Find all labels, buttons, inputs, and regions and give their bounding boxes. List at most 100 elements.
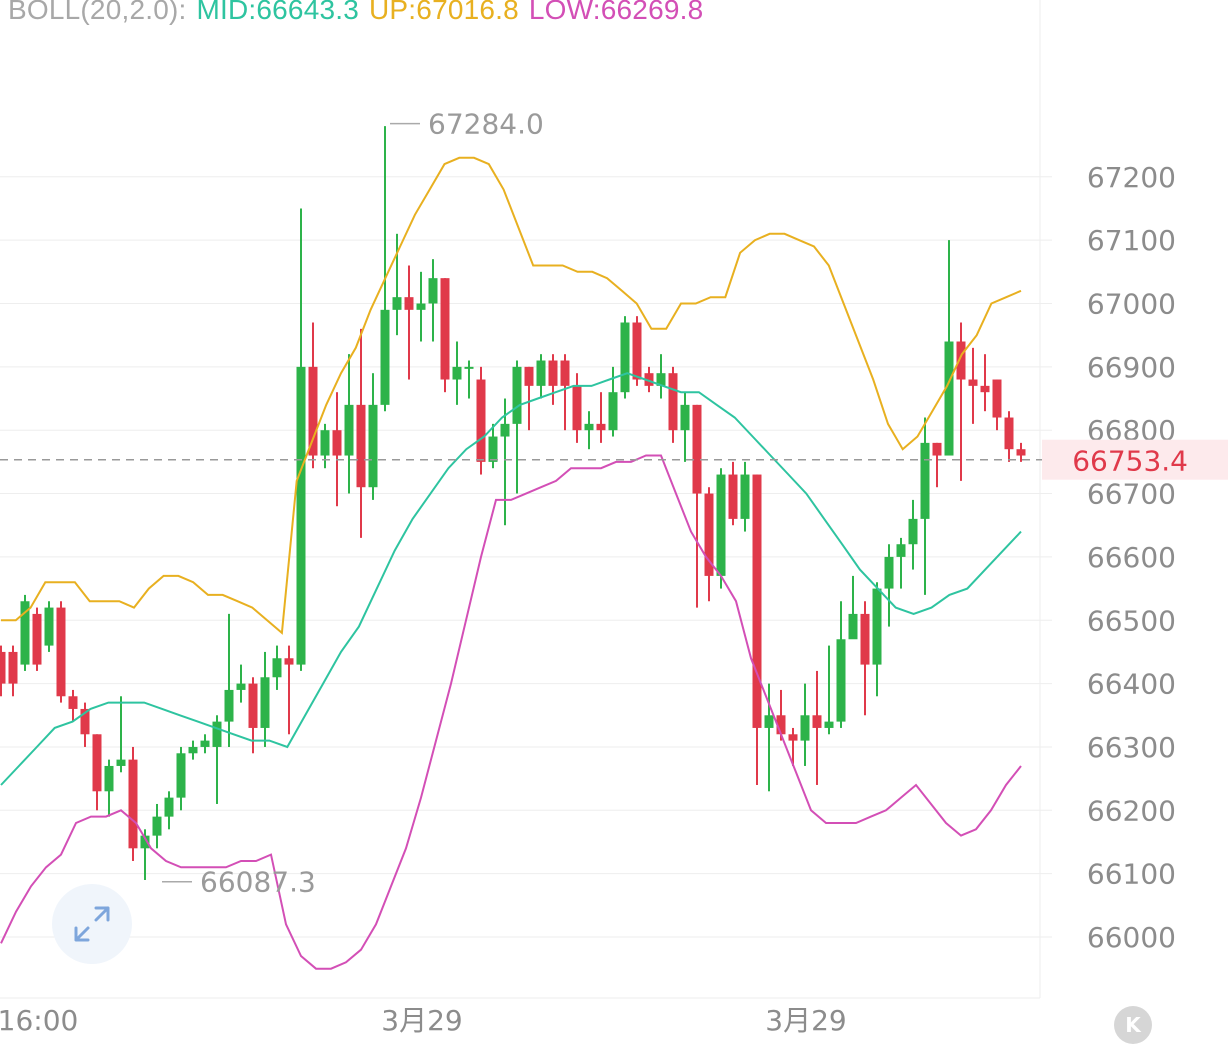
candle [632,316,642,386]
candle [464,360,474,399]
candle [0,645,6,697]
candle-body [560,360,570,386]
candle-body [332,430,342,456]
candle-body [272,658,282,678]
candle-body [236,683,246,690]
candle-body [920,442,930,519]
candle [488,423,498,469]
candle [1004,411,1014,462]
boll-low-value: LOW:66269.8 [528,0,704,25]
candle [404,265,414,380]
candle [836,601,846,728]
candle [368,373,378,500]
candle [920,417,930,595]
candle [572,373,582,443]
candle-body [464,366,474,369]
candle [680,392,690,462]
candle-body [32,613,42,665]
candle [476,366,486,475]
candle-body [860,613,870,665]
candle-body [488,436,498,462]
candle-body [872,588,882,665]
candle-body [224,689,234,722]
candle [356,328,366,538]
candle [956,322,966,481]
x-tick-label: 3月29 [381,1004,462,1037]
candle-body [536,360,546,386]
candle-body [440,278,450,380]
candle-body [980,385,990,393]
candle-body [764,715,774,728]
candle-body [500,423,510,437]
candle [560,354,570,431]
candle [512,360,522,494]
candle [56,601,66,703]
candle [692,404,702,608]
candle-body [956,341,966,380]
candle [872,582,882,697]
candle-body [620,322,630,393]
candle-body [632,322,642,380]
candle-body [380,309,390,405]
candle-body [344,404,354,456]
y-tick-label: 66200 [1087,794,1176,827]
candle [224,613,234,747]
candle-body [284,658,294,665]
boll-legend: BOLL(20,2.0): MID:66643.3 UP:67016.8 LOW:66… [8,0,713,26]
candle [1016,442,1026,462]
candle [44,601,54,652]
candle-body [8,651,18,684]
candle-body [512,366,522,424]
candle [944,240,954,456]
candle-body [728,474,738,519]
candle [116,696,126,773]
expand-chart-button[interactable] [52,884,132,964]
candle-body [44,607,54,646]
current-price-label: 66753.4 [1072,445,1188,478]
candle [320,423,330,469]
current-price-badge [1042,439,1228,480]
candle-body [296,366,306,665]
candle [8,645,18,697]
candle-body [164,797,174,817]
candle-body [152,816,162,836]
candle-body [116,759,126,766]
candle [716,468,726,589]
candle [620,316,630,399]
boll-indicator-name: BOLL(20,2.0): [8,0,187,25]
candle [860,601,870,716]
candle-body [692,404,702,494]
candle [980,354,990,412]
candle-body [596,423,606,431]
y-tick-label: 66000 [1087,921,1176,954]
candle-body [176,753,186,798]
candle-body [188,746,198,754]
candle-body [968,379,978,386]
candle-body [1004,417,1014,450]
candle [344,354,354,494]
candle [728,461,738,526]
candle-body [752,474,762,728]
candle-body [92,734,102,792]
candle-body [656,373,666,386]
candle [908,499,918,570]
candle [644,366,654,393]
y-tick-label: 66900 [1087,351,1176,384]
candle-body [680,404,690,431]
y-tick-label: 66300 [1087,731,1176,764]
candle-body [200,740,210,747]
candle-body [416,303,426,310]
candle-body [896,544,906,557]
k-chart-toggle-button[interactable]: K [1114,1006,1152,1044]
candle-body [548,360,558,386]
candle [968,347,978,424]
candle-body [524,366,534,386]
candle-body [260,677,270,728]
candle [92,734,102,811]
k-letter-icon: K [1125,1013,1141,1037]
candle [80,702,90,747]
y-tick-label: 66700 [1087,478,1176,511]
y-tick-label: 67000 [1087,288,1176,321]
candle [392,233,402,336]
